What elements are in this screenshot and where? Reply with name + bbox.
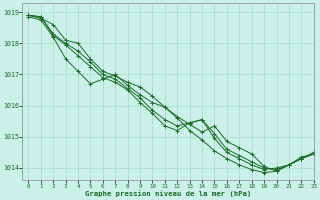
X-axis label: Graphe pression niveau de la mer (hPa): Graphe pression niveau de la mer (hPa): [85, 190, 251, 197]
